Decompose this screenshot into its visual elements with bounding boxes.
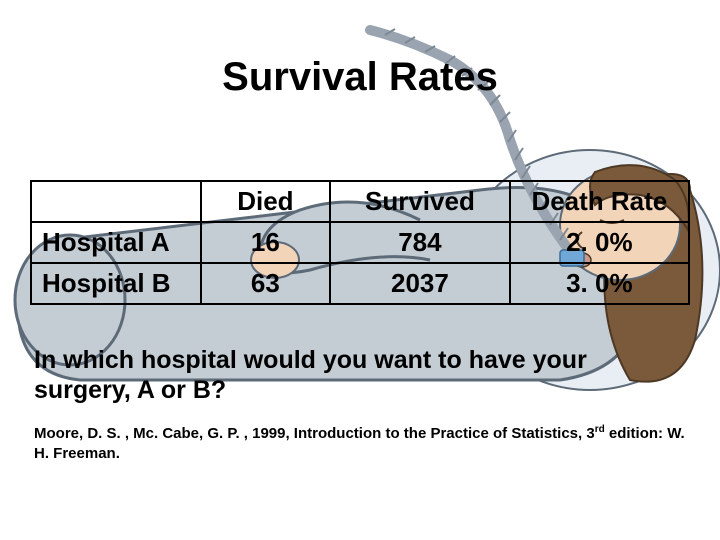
col-death-rate: Death Rate <box>510 181 689 222</box>
cell-b-died: 63 <box>201 263 331 304</box>
row-label-b: Hospital B <box>31 263 201 304</box>
citation-sup: rd <box>595 424 605 435</box>
page-title: Survival Rates <box>30 55 690 100</box>
col-died: Died <box>201 181 331 222</box>
col-survived: Survived <box>330 181 510 222</box>
citation-text: Moore, D. S. , Mc. Cabe, G. P. , 1999, I… <box>30 423 690 463</box>
col-blank <box>31 181 201 222</box>
cell-b-survived: 2037 <box>330 263 510 304</box>
table-row: Hospital A 16 784 2. 0% <box>31 222 689 263</box>
cell-a-died: 16 <box>201 222 331 263</box>
cell-b-rate: 3. 0% <box>510 263 689 304</box>
table-row: Hospital B 63 2037 3. 0% <box>31 263 689 304</box>
row-label-a: Hospital A <box>31 222 201 263</box>
survival-table: Died Survived Death Rate Hospital A 16 7… <box>30 180 690 305</box>
cell-a-rate: 2. 0% <box>510 222 689 263</box>
citation-pre: Moore, D. S. , Mc. Cabe, G. P. , 1999, I… <box>34 425 595 442</box>
cell-a-survived: 784 <box>330 222 510 263</box>
question-text: In which hospital would you want to have… <box>30 345 690 405</box>
